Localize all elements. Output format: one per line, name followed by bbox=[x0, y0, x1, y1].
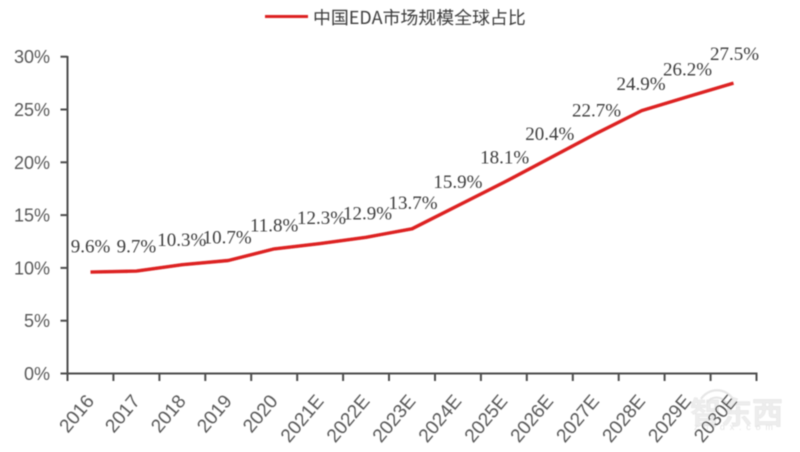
svg-text:15%: 15% bbox=[14, 206, 50, 226]
svg-text:10.3%: 10.3% bbox=[157, 230, 206, 251]
svg-text:18.1%: 18.1% bbox=[480, 147, 529, 168]
svg-text:11.8%: 11.8% bbox=[250, 216, 299, 237]
svg-text:10.7%: 10.7% bbox=[203, 228, 252, 249]
svg-text:zhidx.com: zhidx.com bbox=[694, 422, 778, 432]
svg-text:12.3%: 12.3% bbox=[297, 208, 346, 229]
svg-text:10%: 10% bbox=[14, 258, 50, 278]
svg-text:9.6%: 9.6% bbox=[71, 237, 111, 258]
svg-text:0%: 0% bbox=[24, 364, 50, 384]
svg-text:25%: 25% bbox=[14, 100, 50, 120]
svg-text:27.5%: 27.5% bbox=[710, 44, 759, 65]
svg-text:15.9%: 15.9% bbox=[433, 172, 482, 193]
svg-text:9.7%: 9.7% bbox=[117, 237, 157, 258]
svg-text:24.9%: 24.9% bbox=[617, 74, 666, 95]
svg-text:30%: 30% bbox=[14, 47, 50, 67]
svg-text:20%: 20% bbox=[14, 153, 50, 173]
svg-text:12.9%: 12.9% bbox=[343, 204, 392, 225]
svg-text:22.7%: 22.7% bbox=[572, 101, 621, 122]
svg-text:5%: 5% bbox=[24, 311, 50, 331]
svg-text:26.2%: 26.2% bbox=[663, 60, 712, 81]
svg-text:13.7%: 13.7% bbox=[388, 193, 437, 214]
svg-text:20.4%: 20.4% bbox=[525, 124, 574, 145]
